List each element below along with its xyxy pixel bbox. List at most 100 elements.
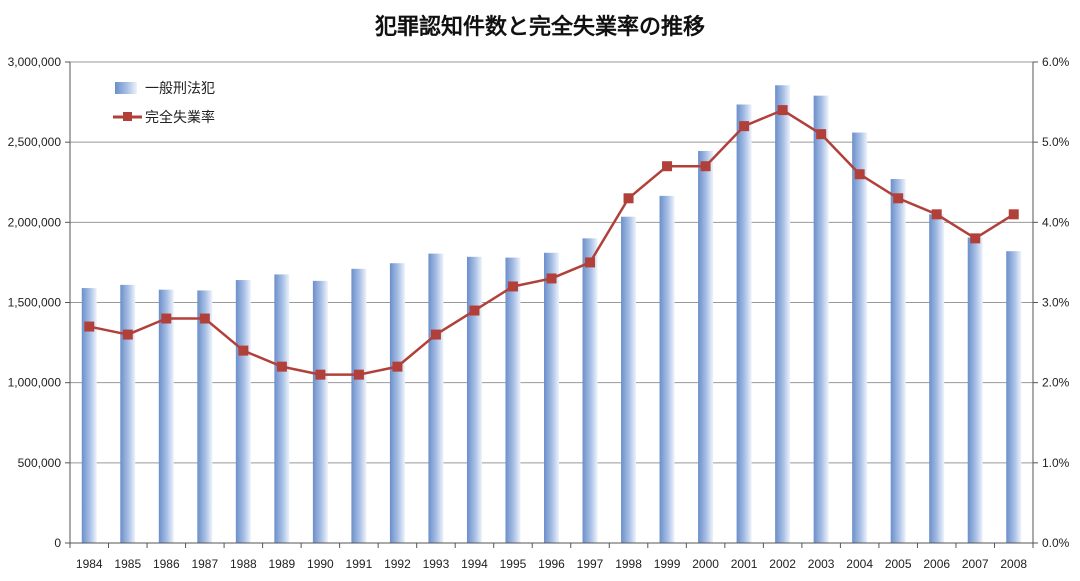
x-tick-label: 1998 bbox=[615, 557, 642, 571]
bar bbox=[466, 256, 482, 543]
bar bbox=[813, 95, 829, 544]
line-point bbox=[392, 361, 403, 372]
line-point bbox=[353, 369, 364, 380]
left-tick-label: 0 bbox=[54, 536, 61, 550]
line-point bbox=[623, 193, 634, 204]
line-point bbox=[122, 329, 133, 340]
x-tick-label: 1996 bbox=[538, 557, 565, 571]
x-tick-label: 2000 bbox=[692, 557, 719, 571]
x-tick-label: 1990 bbox=[307, 557, 334, 571]
bar bbox=[929, 214, 945, 544]
line-point bbox=[276, 361, 287, 372]
x-tick-label: 1999 bbox=[654, 557, 681, 571]
line-point bbox=[700, 161, 711, 172]
x-tick-label: 1987 bbox=[191, 557, 218, 571]
line-point bbox=[585, 257, 596, 268]
bar bbox=[274, 274, 290, 543]
x-tick-label: 1993 bbox=[423, 557, 450, 571]
left-tick-label: 3,000,000 bbox=[8, 55, 62, 69]
x-tick-label: 1991 bbox=[346, 557, 373, 571]
legend: 一般刑法犯 完全失業率 bbox=[113, 81, 215, 126]
bar bbox=[351, 268, 367, 543]
line-point bbox=[315, 369, 326, 380]
bar bbox=[582, 238, 598, 543]
left-tick-label: 2,500,000 bbox=[8, 135, 62, 149]
x-tick-label: 1986 bbox=[153, 557, 180, 571]
line-point bbox=[161, 313, 172, 324]
bar bbox=[389, 263, 405, 543]
left-tick-label: 1,500,000 bbox=[8, 296, 62, 310]
line-point bbox=[430, 329, 441, 340]
bar bbox=[698, 150, 714, 544]
x-tick-label: 1984 bbox=[76, 557, 103, 571]
bar bbox=[544, 252, 559, 543]
left-tick-label: 1,000,000 bbox=[8, 376, 62, 390]
bar bbox=[120, 284, 136, 543]
x-tick-label: 1985 bbox=[114, 557, 141, 571]
left-tick-label: 2,000,000 bbox=[8, 215, 62, 229]
line-point bbox=[546, 273, 557, 284]
right-tick-label: 1.0% bbox=[1042, 456, 1070, 470]
bars bbox=[81, 85, 1022, 544]
legend-bar-swatch bbox=[115, 82, 137, 94]
x-tick-label: 1994 bbox=[461, 557, 488, 571]
bar bbox=[158, 289, 174, 543]
bar bbox=[81, 288, 97, 543]
x-tick-label: 1995 bbox=[500, 557, 527, 571]
line-point bbox=[238, 345, 249, 356]
bar bbox=[235, 280, 251, 543]
x-tick-label: 1988 bbox=[230, 557, 257, 571]
bar bbox=[312, 280, 328, 543]
line-point bbox=[739, 121, 750, 132]
bar bbox=[890, 179, 906, 543]
line-point bbox=[469, 305, 480, 316]
bar bbox=[775, 85, 791, 543]
right-tick-label: 0.0% bbox=[1042, 536, 1070, 550]
bar bbox=[428, 253, 444, 543]
right-tick-label: 6.0% bbox=[1042, 55, 1070, 69]
bar bbox=[852, 132, 868, 543]
line-point bbox=[507, 281, 518, 292]
line-point bbox=[931, 209, 942, 220]
line-point bbox=[84, 321, 95, 332]
x-tick-label: 2003 bbox=[808, 557, 835, 571]
tick-labels: 0 0.0% 500,000 1.0% 1,000,000 2.0% 1,500,000 3.… bbox=[8, 55, 1070, 571]
x-tick-label: 2006 bbox=[923, 557, 950, 571]
line-point bbox=[816, 129, 827, 140]
bar bbox=[967, 237, 983, 543]
right-tick-label: 4.0% bbox=[1042, 215, 1070, 229]
x-tick-label: 1997 bbox=[577, 557, 604, 571]
x-tick-label: 2004 bbox=[846, 557, 873, 571]
legend-line-label: 完全失業率 bbox=[145, 109, 215, 126]
line-point bbox=[777, 105, 788, 116]
line-point bbox=[199, 313, 210, 324]
line-point bbox=[854, 169, 865, 180]
bar bbox=[659, 195, 675, 543]
line-point bbox=[662, 161, 673, 172]
right-tick-label: 3.0% bbox=[1042, 296, 1070, 310]
x-tick-label: 2007 bbox=[962, 557, 989, 571]
line-point bbox=[970, 233, 981, 244]
legend-bar-label: 一般刑法犯 bbox=[145, 81, 215, 97]
x-tick-label: 1989 bbox=[269, 557, 296, 571]
chart-title: 犯罪認知件数と完全失業率の推移 bbox=[374, 14, 705, 40]
left-tick-label: 500,000 bbox=[18, 456, 62, 470]
right-tick-label: 2.0% bbox=[1042, 376, 1070, 390]
bar bbox=[505, 257, 521, 543]
bar bbox=[621, 216, 637, 543]
legend-line-marker bbox=[123, 112, 132, 121]
unemployment-line bbox=[84, 105, 1019, 380]
bar bbox=[1006, 251, 1022, 543]
x-tick-label: 2005 bbox=[885, 557, 912, 571]
line-point bbox=[1008, 209, 1019, 220]
line-point bbox=[893, 193, 904, 204]
bar bbox=[736, 104, 752, 543]
x-tick-label: 2008 bbox=[1000, 557, 1027, 571]
axes bbox=[65, 61, 1038, 548]
x-tick-label: 2001 bbox=[731, 557, 758, 571]
bar bbox=[197, 290, 213, 543]
right-tick-label: 5.0% bbox=[1042, 135, 1070, 149]
x-tick-label: 2002 bbox=[769, 557, 796, 571]
